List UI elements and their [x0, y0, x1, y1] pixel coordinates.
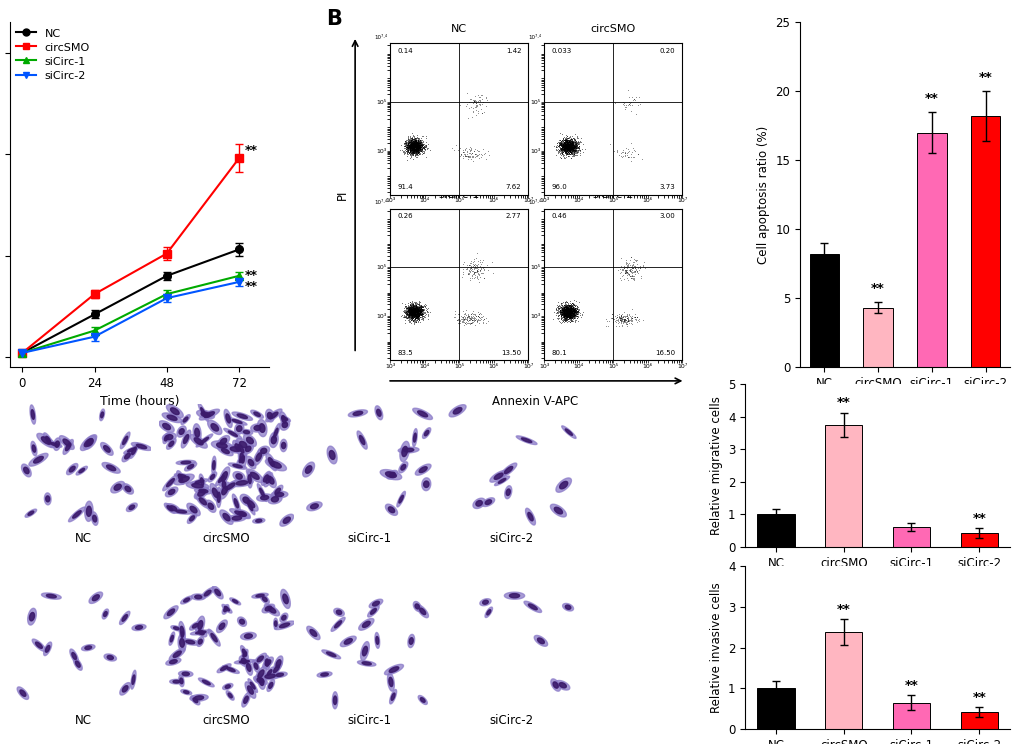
- Y-axis label: Cell apoptosis ratio (%): Cell apoptosis ratio (%): [756, 126, 769, 264]
- Text: circSMO: circSMO: [590, 25, 635, 34]
- Text: siCirc-1: siCirc-1: [438, 190, 480, 200]
- Bar: [757, 514, 794, 547]
- Text: **: **: [904, 679, 917, 692]
- Bar: [824, 632, 861, 729]
- Bar: [892, 702, 929, 729]
- Text: **: **: [245, 280, 258, 293]
- Bar: [970, 116, 1000, 367]
- Bar: [960, 712, 997, 729]
- Text: **: **: [971, 512, 985, 525]
- Y-axis label: Relative invasive cells: Relative invasive cells: [709, 583, 721, 713]
- Text: siCirc-2: siCirc-2: [489, 714, 533, 728]
- Text: circSMO: circSMO: [203, 714, 250, 728]
- Text: **: **: [924, 92, 937, 105]
- Text: **: **: [836, 397, 850, 409]
- Text: **: **: [977, 71, 991, 84]
- Text: NC: NC: [75, 533, 92, 545]
- Bar: [916, 132, 946, 367]
- Text: siCirc-1: siCirc-1: [346, 533, 390, 545]
- Text: **: **: [245, 269, 258, 282]
- Text: siCirc-2: siCirc-2: [592, 190, 633, 200]
- Bar: [862, 308, 892, 367]
- Text: B: B: [326, 8, 341, 28]
- Legend: NC, circSMO, siCirc-1, siCirc-2: NC, circSMO, siCirc-1, siCirc-2: [15, 28, 90, 81]
- Text: **: **: [836, 603, 850, 616]
- Text: **: **: [245, 144, 258, 156]
- Text: PI: PI: [335, 190, 348, 200]
- Bar: [960, 533, 997, 547]
- Text: Annexin V-APC: Annexin V-APC: [491, 394, 577, 408]
- Text: **: **: [971, 691, 985, 704]
- X-axis label: Time (hours): Time (hours): [100, 395, 179, 408]
- Text: **: **: [870, 283, 884, 295]
- Bar: [892, 527, 929, 547]
- Y-axis label: Relative migrative cells: Relative migrative cells: [709, 397, 721, 535]
- Bar: [824, 425, 861, 547]
- Text: NC: NC: [75, 714, 92, 728]
- Text: circSMO: circSMO: [203, 533, 250, 545]
- Bar: [809, 254, 839, 367]
- Bar: [757, 688, 794, 729]
- Text: siCirc-2: siCirc-2: [489, 533, 533, 545]
- Text: siCirc-1: siCirc-1: [346, 714, 390, 728]
- Text: NC: NC: [450, 25, 467, 34]
